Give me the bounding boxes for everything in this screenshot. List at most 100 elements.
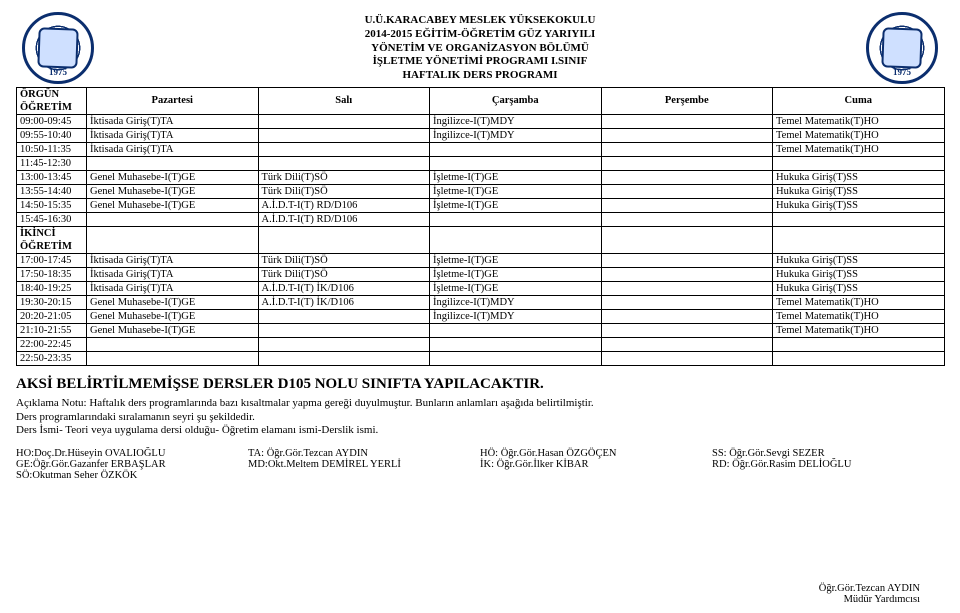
spacer-cell [87, 226, 259, 253]
course-cell: Genel Muhasebe-I(T)GE [87, 309, 259, 323]
course-cell: İngilizce-I(T)MDY [430, 114, 602, 128]
course-cell: A.İ.D.T-I(T) RD/D106 [258, 198, 430, 212]
course-cell [87, 212, 259, 226]
course-cell [601, 309, 773, 323]
header-line-2: 2014-2015 EĞİTİM-ÖĞRETİM GÜZ YARIYILI [0, 28, 960, 42]
course-cell: Türk Dili(T)SÖ [258, 184, 430, 198]
time-cell: 09:55-10:40 [17, 128, 87, 142]
course-cell [258, 142, 430, 156]
legend-cell: GE:Öğr.Gör.Gazanfer ERBAŞLAR [16, 459, 248, 470]
course-cell [258, 128, 430, 142]
course-cell [258, 337, 430, 351]
legend-cell: İK: Öğr.Gör.İlker KİBAR [480, 459, 712, 470]
course-cell: İktisada Giriş(T)TA [87, 267, 259, 281]
course-cell [258, 114, 430, 128]
course-cell: A.İ.D.T-I(T) İK/D106 [258, 281, 430, 295]
course-cell [601, 142, 773, 156]
spacer-cell [601, 226, 773, 253]
notes-p1: Açıklama Notu: Haftalık ders programları… [16, 397, 944, 411]
course-cell [773, 351, 945, 365]
day-header: Çarşamba [430, 87, 602, 114]
course-cell [258, 323, 430, 337]
course-cell: İngilizce-I(T)MDY [430, 309, 602, 323]
course-cell: Temel Matematik(T)HO [773, 295, 945, 309]
course-cell [773, 212, 945, 226]
course-cell: Türk Dili(T)SÖ [258, 253, 430, 267]
course-cell [87, 156, 259, 170]
course-cell: Hukuka Giriş(T)SS [773, 267, 945, 281]
time-cell: 21:10-21:55 [17, 323, 87, 337]
notes-block: AKSİ BELİRTİLMEMİŞSE DERSLER D105 NOLU S… [16, 376, 944, 438]
day-header: Pazartesi [87, 87, 259, 114]
table-row: 13:00-13:45Genel Muhasebe-I(T)GETürk Dil… [17, 170, 945, 184]
course-cell: Türk Dili(T)SÖ [258, 170, 430, 184]
signature-title: Müdür Yardımcısı [819, 594, 920, 605]
course-cell: Hukuka Giriş(T)SS [773, 281, 945, 295]
course-cell [430, 212, 602, 226]
course-cell [773, 337, 945, 351]
course-cell: İktisada Giriş(T)TA [87, 114, 259, 128]
day-header: Cuma [773, 87, 945, 114]
course-cell [601, 156, 773, 170]
legend-line-1: HO:Doç.Dr.Hüseyin OVALIOĞLU TA: Öğr.Gör.… [16, 448, 944, 459]
time-cell: 15:45-16:30 [17, 212, 87, 226]
course-cell: İngilizce-I(T)MDY [430, 128, 602, 142]
time-cell: 14:50-15:35 [17, 198, 87, 212]
course-cell: İşletme-I(T)GE [430, 267, 602, 281]
course-cell: Hukuka Giriş(T)SS [773, 184, 945, 198]
table-row: 14:50-15:35Genel Muhasebe-I(T)GEA.İ.D.T-… [17, 198, 945, 212]
spacer-cell [773, 226, 945, 253]
table-row: 22:00-22:45 [17, 337, 945, 351]
course-cell [430, 156, 602, 170]
course-cell [258, 351, 430, 365]
course-cell [601, 295, 773, 309]
legend-cell: RD: Öğr.Gör.Rasim DELİOĞLU [712, 459, 944, 470]
time-cell: 09:00-09:45 [17, 114, 87, 128]
course-cell [87, 337, 259, 351]
time-cell: 18:40-19:25 [17, 281, 87, 295]
table-row: 09:55-10:40İktisada Giriş(T)TA İngilizce-… [17, 128, 945, 142]
table-row: 10:50-11:35İktisada Giriş(T)TATemel Mate… [17, 142, 945, 156]
header-line-3: YÖNETİM VE ORGANİZASYON BÖLÜMÜ [0, 42, 960, 56]
course-cell: Temel Matematik(T)HO [773, 309, 945, 323]
spacer-cell [258, 226, 430, 253]
course-cell [601, 170, 773, 184]
course-cell [430, 142, 602, 156]
table-row: 13:55-14:40Genel Muhasebe-I(T)GETürk Dil… [17, 184, 945, 198]
table-row: 19:30-20:15Genel Muhasebe-I(T)GEA.İ.D.T-… [17, 295, 945, 309]
time-cell: 13:00-13:45 [17, 170, 87, 184]
course-cell: İşletme-I(T)GE [430, 281, 602, 295]
table-row: 21:10-21:55Genel Muhasebe-I(T)GETemel Ma… [17, 323, 945, 337]
course-cell: İktisada Giriş(T)TA [87, 253, 259, 267]
table-row: 18:40-19:25İktisada Giriş(T)TAA.İ.D.T-I(… [17, 281, 945, 295]
course-cell [601, 281, 773, 295]
course-cell: Genel Muhasebe-I(T)GE [87, 323, 259, 337]
course-cell: Hukuka Giriş(T)SS [773, 198, 945, 212]
day-header: Perşembe [601, 87, 773, 114]
course-cell: Genel Muhasebe-I(T)GE [87, 295, 259, 309]
course-cell: İşletme-I(T)GE [430, 184, 602, 198]
day-header: Salı [258, 87, 430, 114]
course-cell [601, 337, 773, 351]
course-cell: Genel Muhasebe-I(T)GE [87, 170, 259, 184]
table-row: 11:45-12:30 [17, 156, 945, 170]
row-group-label: İKİNCİÖĞRETİM [17, 226, 87, 253]
notes-p2: Ders programlarındaki sıralamanın seyri … [16, 411, 944, 425]
course-cell: İktisada Giriş(T)TA [87, 128, 259, 142]
course-cell [601, 198, 773, 212]
course-cell [601, 253, 773, 267]
course-cell: Temel Matematik(T)HO [773, 128, 945, 142]
table-row: 15:45-16:30A.İ.D.T-I(T) RD/D106 [17, 212, 945, 226]
course-cell [601, 323, 773, 337]
signature-block: Öğr.Gör.Tezcan AYDIN Müdür Yardımcısı [819, 583, 920, 605]
course-cell [258, 309, 430, 323]
legend-line-3: SÖ:Okutman Seher ÖZKÖK [16, 470, 944, 481]
course-cell [601, 184, 773, 198]
time-cell: 17:50-18:35 [17, 267, 87, 281]
legend-cell: SS: Öğr.Gör.Sevgi SEZER [712, 448, 944, 459]
legend-cell: TA: Öğr.Gör.Tezcan AYDIN [248, 448, 480, 459]
header-line-1: U.Ü.KARACABEY MESLEK YÜKSEKOKULU [0, 14, 960, 28]
course-cell: İktisada Giriş(T)TA [87, 142, 259, 156]
course-cell [601, 128, 773, 142]
legend-cell: MD:Okt.Meltem DEMİREL YERLİ [248, 459, 480, 470]
